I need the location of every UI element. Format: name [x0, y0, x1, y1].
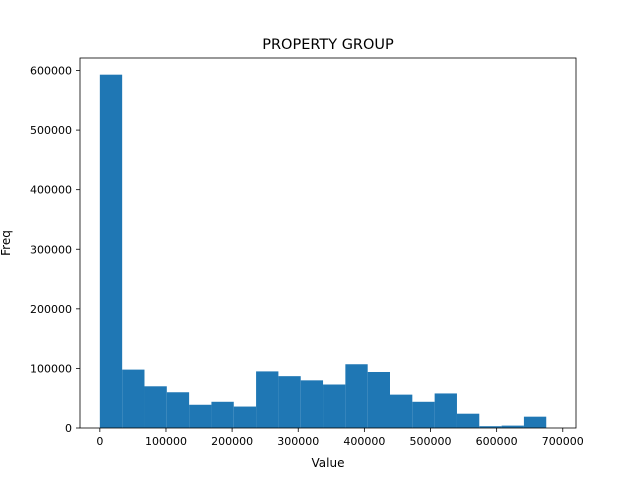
histogram-bar-8: [278, 376, 301, 428]
y-tick-label: 400000: [30, 184, 72, 197]
y-tick-label: 100000: [30, 362, 72, 375]
histogram-bar-11: [345, 364, 368, 428]
x-tick-label: 200000: [211, 435, 253, 448]
y-axis-ticks: 0 100000 200000 300000 400000 500000 600000: [30, 65, 80, 435]
histogram-bar-13: [390, 394, 413, 428]
histogram-bar-9: [300, 380, 324, 428]
y-tick-label: 200000: [30, 303, 72, 316]
x-tick-label: 600000: [476, 435, 518, 448]
histogram-bar-6: [233, 406, 257, 428]
histogram-bar-4: [189, 404, 212, 428]
y-tick-label: 600000: [30, 65, 72, 78]
histogram-bar-1: [122, 369, 145, 428]
histogram-bar-12: [367, 371, 390, 428]
y-axis-label: Freq: [0, 230, 13, 256]
histogram-bar-0: [99, 74, 123, 428]
x-tick-label: 500000: [410, 435, 452, 448]
y-tick-label: 500000: [30, 124, 72, 137]
histogram-bar-10: [323, 384, 346, 428]
histogram-bar-3: [166, 392, 190, 428]
x-tick-label: 400000: [343, 435, 385, 448]
histogram-bar-18: [501, 425, 524, 428]
y-tick-label: 300000: [30, 243, 72, 256]
histogram-bar-19: [523, 416, 547, 428]
histogram-bar-14: [412, 401, 435, 428]
x-tick-label: 700000: [542, 435, 584, 448]
histogram-bar-17: [479, 426, 502, 428]
chart-title: PROPERTY GROUP: [262, 37, 394, 53]
x-tick-label: 0: [96, 435, 103, 448]
x-axis-label: Value: [312, 456, 345, 470]
histogram-bar-15: [434, 393, 457, 428]
x-tick-label: 300000: [277, 435, 319, 448]
histogram-bar-2: [144, 386, 167, 428]
y-tick-label: 0: [65, 422, 72, 435]
histogram-bars: [99, 74, 547, 428]
histogram-bar-5: [211, 401, 234, 428]
histogram-bar-7: [256, 371, 279, 428]
plot-area-frame: [79, 57, 577, 429]
histogram-bar-16: [456, 413, 480, 428]
x-axis-ticks: 0 100000 200000 300000 400000 500000 600000 700…: [96, 428, 584, 448]
x-tick-label: 100000: [145, 435, 187, 448]
